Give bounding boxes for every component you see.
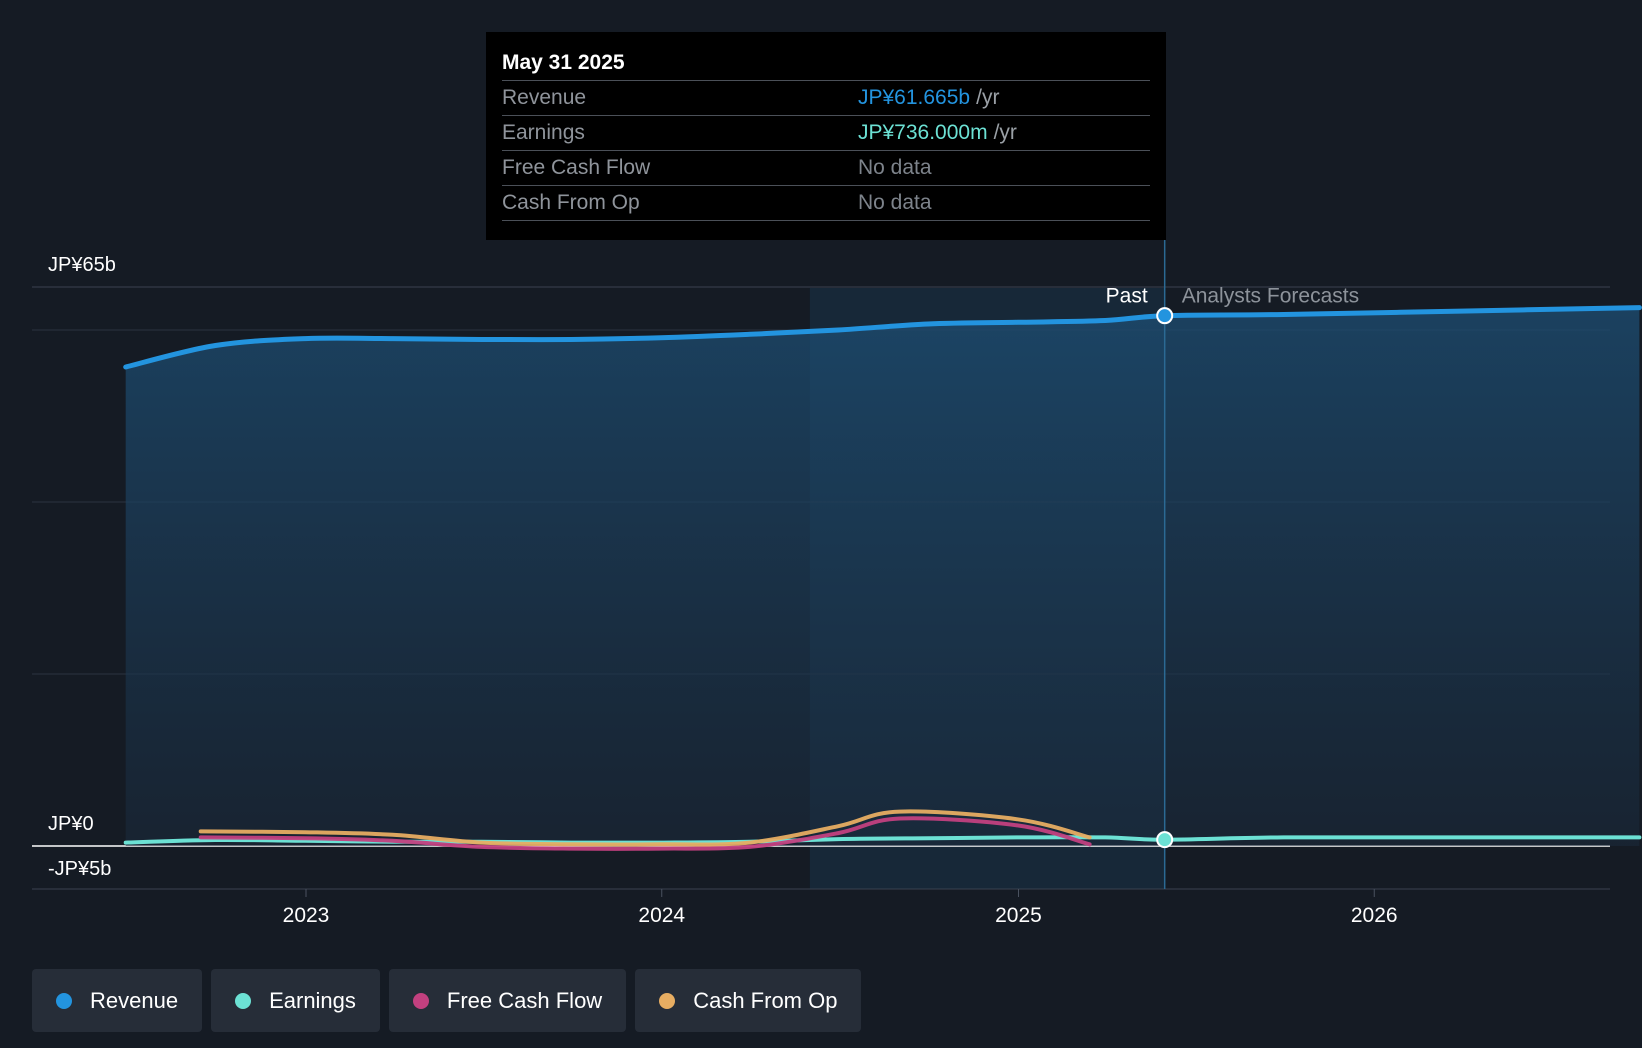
tooltip-value: No data xyxy=(858,156,932,179)
legend-dot-icon xyxy=(659,992,676,1009)
series-line-revenue xyxy=(123,305,1642,370)
tooltip: May 31 2025 Revenue JP¥61.665b/yr Earnin… xyxy=(486,32,1166,240)
legend-dot-icon xyxy=(56,992,72,1009)
tooltip-row-free-cash-flow: Free Cash Flow No data xyxy=(502,150,1150,185)
tooltip-unit: /yr xyxy=(976,86,1000,109)
y-axis-label: JP¥65b xyxy=(48,254,116,276)
legend-item-earnings[interactable]: Earnings xyxy=(211,969,380,1032)
series-line-free-cash-flow xyxy=(198,816,1092,851)
legend-dot-icon xyxy=(235,992,252,1009)
forecast-label: Analysts Forecasts xyxy=(1182,284,1359,307)
tooltip-row-revenue: Revenue JP¥61.665b/yr xyxy=(502,80,1150,115)
legend-item-free-cash-flow[interactable]: Free Cash Flow xyxy=(388,969,627,1032)
legend-label: Earnings xyxy=(269,987,356,1013)
tooltip-value: JP¥736.000m xyxy=(858,121,988,144)
y-axis-label: JP¥0 xyxy=(48,813,94,835)
tooltip-date: May 31 2025 xyxy=(502,51,625,74)
tooltip-row-earnings: Earnings JP¥736.000m/yr xyxy=(502,115,1150,150)
legend-item-revenue[interactable]: Revenue xyxy=(32,969,203,1032)
tooltip-row-cash-from-op: Cash From Op No data xyxy=(502,185,1150,221)
tooltip-label: Free Cash Flow xyxy=(502,156,651,179)
tooltip-value: JP¥61.665b xyxy=(858,86,971,109)
tooltip-label: Earnings xyxy=(502,121,585,144)
legend-label: Cash From Op xyxy=(693,987,838,1013)
legend-label: Revenue xyxy=(90,987,179,1013)
x-tick-label: 2025 xyxy=(995,904,1042,927)
marker-earnings xyxy=(1156,831,1174,849)
x-tick-label: 2026 xyxy=(1351,904,1398,927)
past-label: Past xyxy=(1106,284,1148,307)
x-tick-label: 2023 xyxy=(283,904,330,927)
series-line-cash-from-op xyxy=(198,809,1092,847)
revenue-area xyxy=(125,307,1640,847)
legend: Revenue Earnings Free Cash Flow Cash Fro… xyxy=(32,969,862,1032)
tooltip-unit: /yr xyxy=(993,121,1017,144)
tooltip-label: Cash From Op xyxy=(502,191,640,214)
y-axis-label: -JP¥5b xyxy=(48,858,111,880)
tooltip-value: No data xyxy=(858,191,932,214)
x-tick-label: 2024 xyxy=(638,904,685,927)
legend-item-cash-from-op[interactable]: Cash From Op xyxy=(635,969,862,1032)
legend-dot-icon xyxy=(412,992,429,1009)
tooltip-label: Revenue xyxy=(502,86,587,109)
legend-label: Free Cash Flow xyxy=(446,987,603,1013)
marker-revenue xyxy=(1156,307,1174,325)
